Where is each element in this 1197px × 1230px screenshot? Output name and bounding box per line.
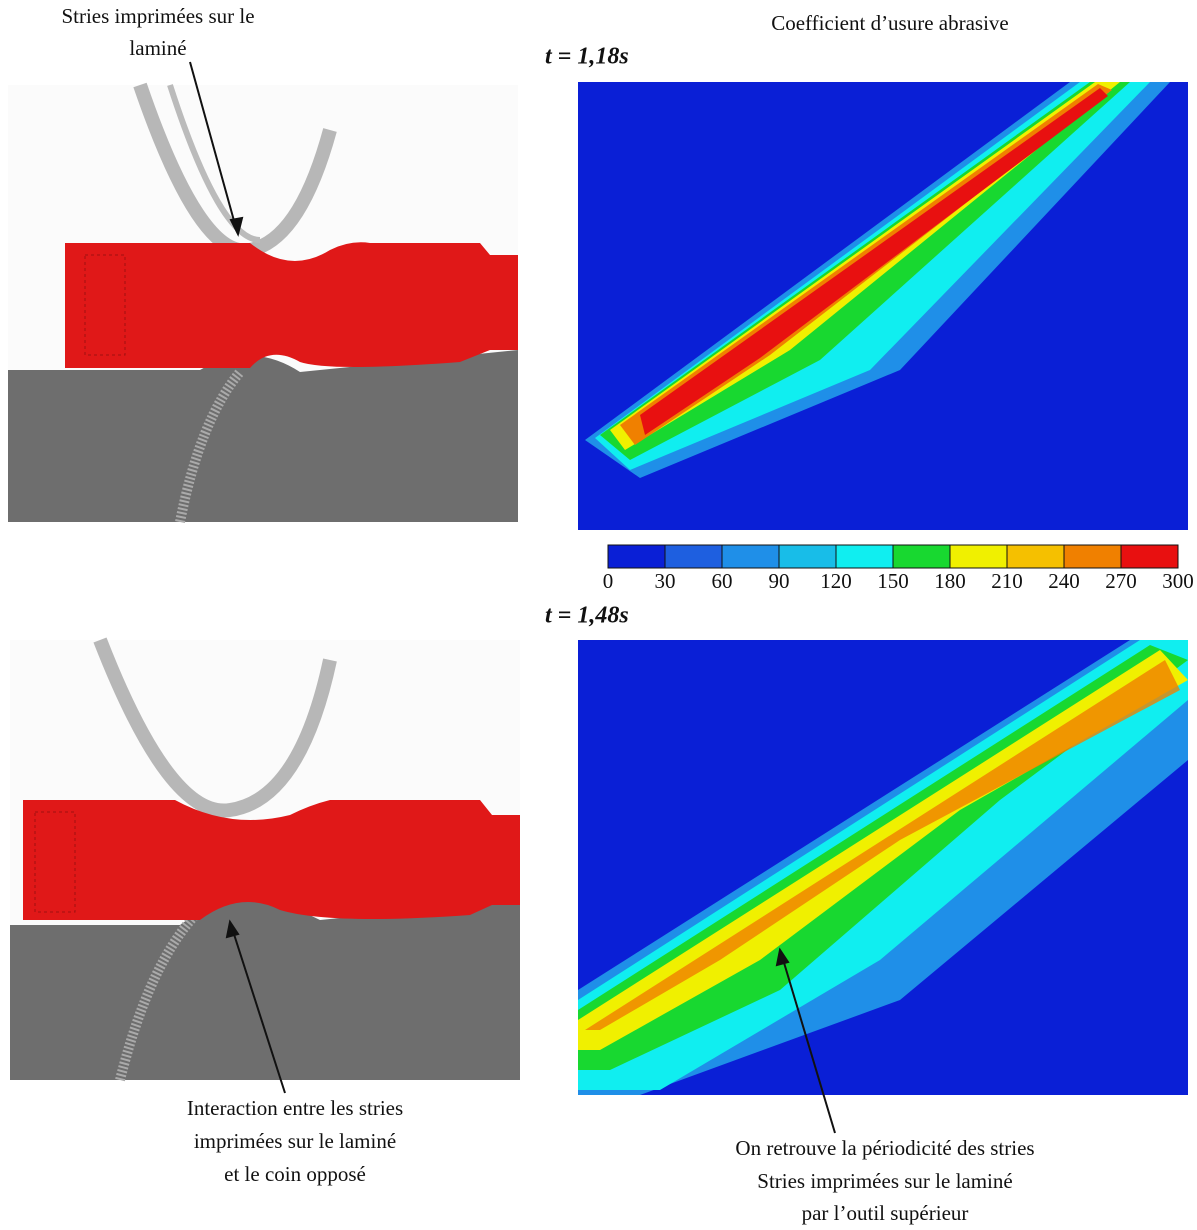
colorbar-segment — [779, 545, 836, 568]
annotation: Stries imprimées sur le laminé — [757, 1169, 1012, 1193]
colorbar-segment — [722, 545, 779, 568]
colorbar-segment — [1064, 545, 1121, 568]
colorbar-title: Coefficient d’usure abrasive — [771, 11, 1009, 35]
colorbar-segment — [950, 545, 1007, 568]
annotation: Interaction entre les stries — [187, 1096, 403, 1120]
colorbar-segment — [608, 545, 665, 568]
colorbar-segment — [893, 545, 950, 568]
colorbar-tick-label: 210 — [991, 569, 1023, 593]
colorbar-tick-label: 30 — [655, 569, 676, 593]
colorbar-segment — [665, 545, 722, 568]
colorbar-segment — [1121, 545, 1178, 568]
bottom-heatmap — [578, 640, 1188, 1095]
texts: Stries imprimées sur le laminé Coefficie… — [61, 4, 1034, 1225]
colorbar-tick-label: 120 — [820, 569, 852, 593]
arrows — [189, 61, 836, 1134]
colorbar-tick-label: 150 — [877, 569, 909, 593]
colorbar-tick-label: 240 — [1048, 569, 1080, 593]
colorbar-tick-label: 300 — [1162, 569, 1194, 593]
annotation: imprimées sur le laminé — [194, 1129, 396, 1153]
annotation: On retrouve la périodicité des stries — [735, 1136, 1034, 1160]
time-label: t = 1,18s — [545, 44, 629, 70]
colorbar-tick-label: 90 — [769, 569, 790, 593]
colorbar-frame — [607, 544, 1179, 569]
annotation: Stries imprimées sur le — [61, 4, 254, 28]
colorbar-tick-label: 180 — [934, 569, 966, 593]
bottom-left-view — [10, 637, 520, 1082]
top-left-view — [8, 82, 518, 523]
annotation: laminé — [129, 36, 186, 60]
colorbar-tick-label: 0 — [603, 569, 614, 593]
colorbar-tick-label: 60 — [712, 569, 733, 593]
time-label: t = 1,48s — [545, 603, 629, 629]
top-heatmap — [578, 82, 1188, 530]
annotation: et le coin opposé — [224, 1162, 366, 1186]
colorbar-segment — [836, 545, 893, 568]
colorbar-tick-label: 270 — [1105, 569, 1137, 593]
colorbar-segment — [1007, 545, 1064, 568]
annotation: par l’outil supérieur — [802, 1201, 969, 1225]
